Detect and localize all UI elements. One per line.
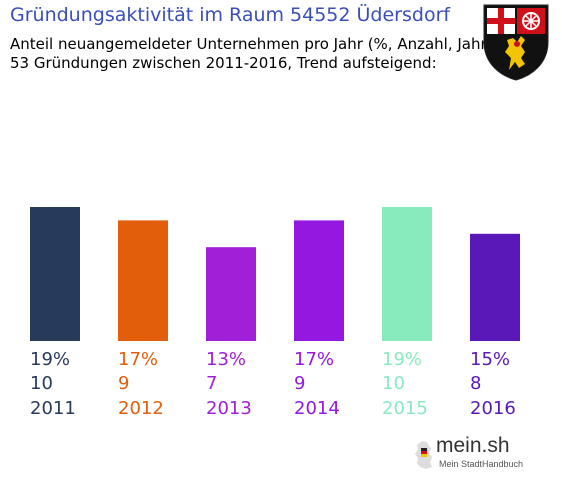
count-label-2013: 7 (206, 373, 217, 394)
year-label-2013: 2013 (206, 398, 252, 419)
bar-2016 (470, 233, 520, 341)
bar-2015 (382, 207, 432, 341)
count-label-2011: 10 (30, 373, 53, 394)
brand-tagline: Mein StadtHandbuch (439, 459, 524, 469)
year-label-2011: 2011 (30, 398, 76, 419)
bar-2012 (118, 220, 168, 341)
year-label-2015: 2015 (382, 398, 428, 419)
bar-2013 (206, 247, 256, 341)
percent-label-2015: 19% (382, 349, 422, 370)
subtitle-line-2: 53 Gründungen zwischen 2011-2016, Trend … (10, 54, 437, 72)
percent-label-2016: 15% (470, 349, 510, 370)
germany-map-icon (415, 441, 432, 469)
chart-title: Gründungsaktivität im Raum 54552 Üdersdo… (10, 4, 451, 26)
percent-label-2014: 17% (294, 349, 334, 370)
percent-label-2012: 17% (118, 349, 158, 370)
subtitle-line-1: Anteil neuangemeldeter Unternehmen pro J… (10, 35, 493, 53)
percent-label-2011: 19% (30, 349, 70, 370)
percent-label-2013: 13% (206, 349, 246, 370)
rheinland-pfalz-coat-of-arms-icon (483, 4, 549, 81)
count-label-2015: 10 (382, 373, 405, 394)
brand-name: mein.sh (436, 434, 510, 457)
year-label-2014: 2014 (294, 398, 340, 419)
year-label-2016: 2016 (470, 398, 516, 419)
bar-2014 (294, 220, 344, 341)
count-label-2016: 8 (470, 373, 481, 394)
brand-badge: mein.sh Mein StadtHandbuch (414, 434, 554, 474)
count-label-2012: 9 (118, 373, 129, 394)
count-label-2014: 9 (294, 373, 305, 394)
chart-subtitle: Anteil neuangemeldeter Unternehmen pro J… (10, 35, 493, 73)
year-label-2012: 2012 (118, 398, 164, 419)
bar-2011 (30, 207, 80, 341)
